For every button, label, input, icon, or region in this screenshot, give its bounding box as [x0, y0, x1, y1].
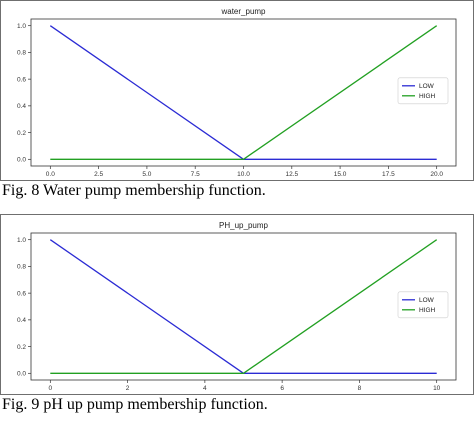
water-pump-chart-panel: water_pump 0.0 2.5 5.0 7.5 10.0 12.5 15.0 17.5 20… — [0, 0, 474, 181]
chart-title: water_pump — [220, 7, 266, 16]
y-tick-label: 0.8 — [17, 264, 26, 271]
legend-label-high: HIGH — [419, 93, 436, 100]
water-pump-chart: water_pump 0.0 2.5 5.0 7.5 10.0 12.5 15.0 17.5 20… — [17, 7, 457, 178]
y-tick-label: 0.6 — [17, 76, 26, 83]
y-tick-label: 0.8 — [17, 50, 26, 57]
x-tick-label: 10 — [433, 385, 441, 392]
x-tick-label: 0.0 — [46, 171, 55, 178]
y-tick-label: 0.0 — [17, 371, 26, 378]
plot-frame — [30, 18, 457, 167]
x-tick-label: 12.5 — [285, 171, 298, 178]
ph-up-pump-chart-panel: PH_up_pump 0 2 4 6 8 10 0.0 0.2 0.4 0.6 0.8 1.0 LOW HI… — [0, 214, 474, 395]
legend-label-low: LOW — [419, 297, 435, 304]
x-tick-label: 6 — [280, 385, 284, 392]
x-tick-label: 2.5 — [94, 171, 103, 178]
x-tick-label: 10.0 — [237, 171, 250, 178]
x-tick-label: 8 — [358, 385, 362, 392]
y-tick-label: 0.4 — [17, 103, 26, 110]
x-tick-label: 2 — [126, 385, 130, 392]
x-tick-label: 15.0 — [334, 171, 347, 178]
y-tick-label: 0.4 — [17, 317, 26, 324]
legend-box — [397, 291, 449, 319]
x-tick-label: 17.5 — [382, 171, 395, 178]
series-line-high — [50, 25, 438, 160]
y-tick-label: 0.2 — [17, 344, 26, 351]
x-tick-label: 0 — [49, 385, 53, 392]
y-tick-label: 1.0 — [17, 23, 26, 30]
y-tick-label: 1.0 — [17, 237, 26, 244]
y-tick-label: 0.0 — [17, 157, 26, 164]
chart-title: PH_up_pump — [219, 221, 268, 230]
legend-label-high: HIGH — [419, 307, 436, 314]
legend-label-low: LOW — [419, 83, 435, 90]
ph-up-pump-chart: PH_up_pump 0 2 4 6 8 10 0.0 0.2 0.4 0.6 0.8 1.0 LOW HI… — [17, 221, 457, 392]
y-tick-label: 0.2 — [17, 130, 26, 137]
x-tick-label: 5.0 — [142, 171, 151, 178]
y-tick-label: 0.6 — [17, 290, 26, 297]
series-line-low — [49, 25, 437, 160]
legend-box — [397, 77, 449, 105]
figure-9-caption: Fig. 9 pH up pump membership function. — [2, 396, 268, 413]
figure-8-caption: Fig. 8 Water pump membership function. — [2, 182, 266, 199]
x-tick-label: 7.5 — [191, 171, 200, 178]
plot-frame — [30, 232, 457, 381]
series-line-high — [50, 239, 438, 374]
x-tick-label: 4 — [203, 385, 207, 392]
series-line-low — [49, 239, 437, 374]
x-tick-label: 20.0 — [430, 171, 443, 178]
